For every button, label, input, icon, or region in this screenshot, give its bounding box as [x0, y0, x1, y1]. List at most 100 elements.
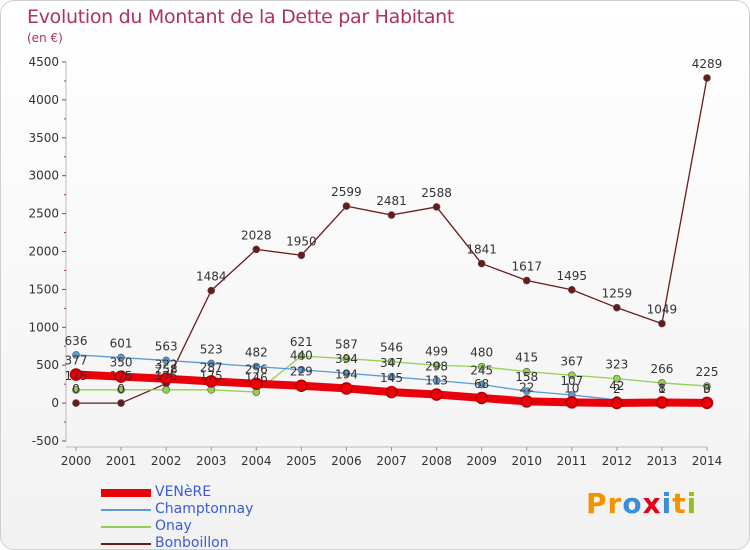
data-label: 107	[560, 374, 583, 388]
data-point	[252, 245, 261, 254]
data-label: 1484	[196, 270, 227, 284]
x-tick-label: 2009	[466, 454, 497, 468]
data-label: 0	[117, 382, 125, 396]
data-label: 322	[155, 358, 178, 372]
data-label: 1	[658, 382, 666, 396]
legend-label: Onay	[155, 518, 192, 534]
data-label: 350	[110, 356, 133, 370]
x-tick-label: 2007	[376, 454, 407, 468]
data-label: 175	[110, 369, 133, 383]
legend-label: VENèRE	[155, 484, 212, 500]
data-label: 256	[245, 363, 268, 377]
x-tick-label: 2003	[196, 454, 227, 468]
data-label: 2	[613, 382, 621, 396]
data-label: 2028	[241, 228, 272, 242]
data-point	[432, 376, 441, 385]
y-tick-label: 0	[51, 396, 59, 410]
data-point	[117, 399, 125, 407]
data-label: 158	[515, 370, 538, 384]
data-label: 601	[110, 337, 133, 351]
data-label: 367	[560, 354, 583, 368]
y-tick-label: 3000	[28, 169, 59, 183]
chart-title: Evolution du Montant de la Dette par Hab…	[27, 6, 455, 28]
data-label: 8	[658, 381, 666, 395]
data-point	[613, 303, 621, 312]
data-point	[432, 203, 441, 211]
y-tick-label: 2500	[28, 207, 59, 221]
data-label: 2588	[421, 186, 452, 200]
data-label: 347	[380, 356, 403, 370]
data-label: 1259	[602, 287, 633, 301]
legend-label: Bonboillon	[155, 535, 229, 550]
data-point	[385, 385, 398, 399]
data-point	[477, 259, 486, 268]
data-point	[430, 388, 443, 401]
data-point	[250, 377, 263, 390]
data-label: 394	[335, 352, 358, 366]
y-tick-label: 4000	[28, 93, 59, 107]
data-point	[72, 351, 80, 359]
data-label: 1617	[511, 260, 542, 274]
data-label: 482	[245, 346, 268, 360]
data-point	[342, 354, 351, 363]
y-tick-label: 1500	[28, 282, 59, 296]
data-point	[613, 374, 621, 383]
data-point	[340, 382, 353, 395]
data-label: 1495	[557, 269, 588, 283]
data-point	[72, 399, 80, 407]
legend-swatch	[101, 543, 151, 545]
x-tick-label: 2005	[286, 454, 317, 468]
data-label: 636	[65, 334, 88, 348]
data-point	[658, 319, 666, 328]
legend-swatch	[101, 509, 151, 511]
data-point	[610, 396, 624, 410]
data-point	[522, 367, 531, 376]
data-point	[387, 357, 396, 366]
data-label: 546	[380, 341, 403, 355]
data-point	[477, 380, 486, 389]
data-label: 225	[696, 365, 719, 379]
x-tick-label: 2014	[692, 454, 723, 468]
y-tick-label: 1000	[28, 320, 59, 334]
data-label: 587	[335, 338, 358, 352]
data-label: 175	[65, 369, 88, 383]
x-tick-label: 2004	[241, 454, 272, 468]
chart-subtitle: (en €)	[27, 31, 63, 45]
data-label: 3	[703, 382, 711, 396]
y-tick-label: 4500	[28, 55, 59, 69]
data-label: 440	[290, 349, 313, 363]
data-point	[204, 375, 218, 388]
data-point	[297, 352, 306, 360]
legend-swatch	[101, 489, 151, 497]
data-label: 1841	[466, 243, 497, 257]
y-tick-label: 3500	[28, 131, 59, 145]
data-label: 245	[470, 364, 493, 378]
data-label: 377	[65, 354, 88, 368]
data-label: 10	[564, 381, 579, 395]
data-label: 323	[605, 358, 628, 372]
data-label: 415	[515, 351, 538, 365]
x-tick-label: 2011	[557, 454, 588, 468]
data-point	[162, 356, 170, 365]
data-point	[703, 382, 711, 390]
data-label: 499	[425, 344, 448, 358]
x-tick-label: 2012	[602, 454, 633, 468]
x-tick-label: 2008	[421, 454, 452, 468]
data-label: 0	[72, 382, 80, 396]
data-label: 2599	[331, 185, 362, 199]
data-point	[567, 285, 576, 294]
data-label: 266	[650, 362, 673, 376]
y-tick-label: 2000	[28, 245, 59, 259]
data-point	[297, 365, 306, 374]
data-point	[475, 391, 488, 405]
data-label: 175	[155, 369, 178, 383]
data-point	[162, 386, 170, 394]
data-point	[159, 372, 173, 385]
data-point	[295, 379, 308, 392]
data-point	[522, 276, 531, 285]
data-label: 113	[425, 374, 448, 388]
data-label: 42	[609, 379, 624, 393]
data-point	[252, 362, 261, 371]
data-label: 4289	[692, 57, 723, 71]
data-point	[565, 396, 579, 409]
